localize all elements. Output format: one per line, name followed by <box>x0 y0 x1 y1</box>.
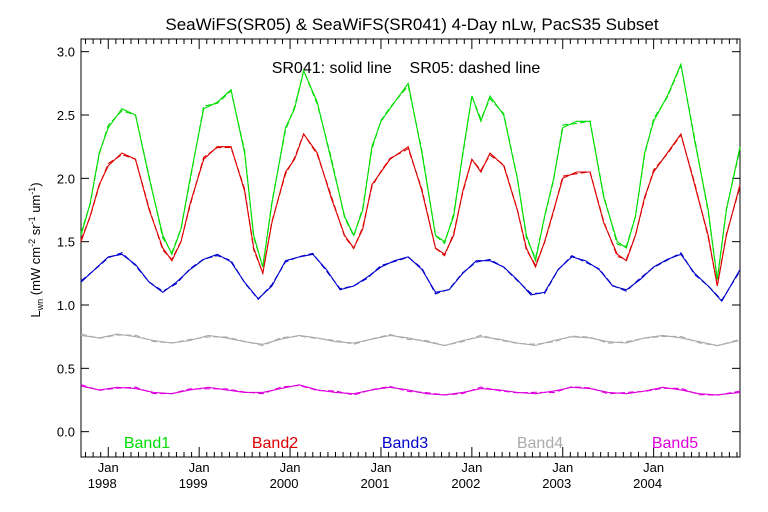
y-tick-label: 3.0 <box>57 45 75 60</box>
legend-band2: Band2 <box>252 435 298 452</box>
x-tick-month-label: Jan <box>98 460 119 475</box>
band1-sr041-solid-line <box>80 62 741 280</box>
y-axis: 0.0 0.5 1.0 1.5 2.0 2.5 3.0 <box>57 45 740 440</box>
y-tick-label: 1.5 <box>57 235 75 250</box>
x-tick-year-label: 1999 <box>179 476 208 491</box>
legend-band3: Band3 <box>382 435 428 452</box>
band5-sr041-solid-line <box>80 384 741 396</box>
band3-sr05-dashed-line <box>80 252 741 302</box>
legend-band4: Band4 <box>517 435 563 452</box>
band2-sr041-solid-line <box>80 132 741 287</box>
x-tick-year-label: 2003 <box>542 476 571 491</box>
band4-sr041-solid-line <box>80 333 741 347</box>
x-tick-year-label: 2002 <box>451 476 480 491</box>
line-style-annotation: SR041: solid line SR05: dashed line <box>272 60 541 77</box>
y-axis-label: Lwn (mW cm-2 sr-1 um-1) <box>27 182 45 317</box>
band4-sr05-dashed-line <box>80 333 741 347</box>
y-tick-label: 0.5 <box>57 361 75 376</box>
legend-band1: Band1 <box>124 435 170 452</box>
x-tick-year-label: 2004 <box>633 476 662 491</box>
x-tick-year-label: 1998 <box>88 476 117 491</box>
x-tick-month-label: Jan <box>280 460 301 475</box>
series-group <box>80 62 741 396</box>
x-tick-month-label: Jan <box>461 460 482 475</box>
legend: Band1 Band2 Band3 Band4 Band5 <box>124 435 698 452</box>
band5-sr05-dashed-line <box>80 384 741 396</box>
y-tick-label: 2.0 <box>57 171 75 186</box>
x-tick-month-label: Jan <box>370 460 391 475</box>
band3-sr041-solid-line <box>80 253 741 303</box>
x-tick-year-label: 2000 <box>270 476 299 491</box>
x-tick-month-label: Jan <box>643 460 664 475</box>
plot-frame <box>80 38 741 458</box>
x-tick-year-label: 2001 <box>360 476 389 491</box>
x-tick-month-label: Jan <box>189 460 210 475</box>
y-tick-label: 0.0 <box>57 425 75 440</box>
x-tick-month-label: Jan <box>552 460 573 475</box>
y-tick-label: 1.0 <box>57 298 75 313</box>
y-tick-label: 2.5 <box>57 108 75 123</box>
chart-title: SeaWiFS(SR05) & SeaWiFS(SR041) 4-Day nLw… <box>165 15 658 34</box>
x-axis: Jan1998Jan1999Jan2000Jan2001Jan2002Jan20… <box>85 39 738 491</box>
legend-band5: Band5 <box>652 435 698 452</box>
